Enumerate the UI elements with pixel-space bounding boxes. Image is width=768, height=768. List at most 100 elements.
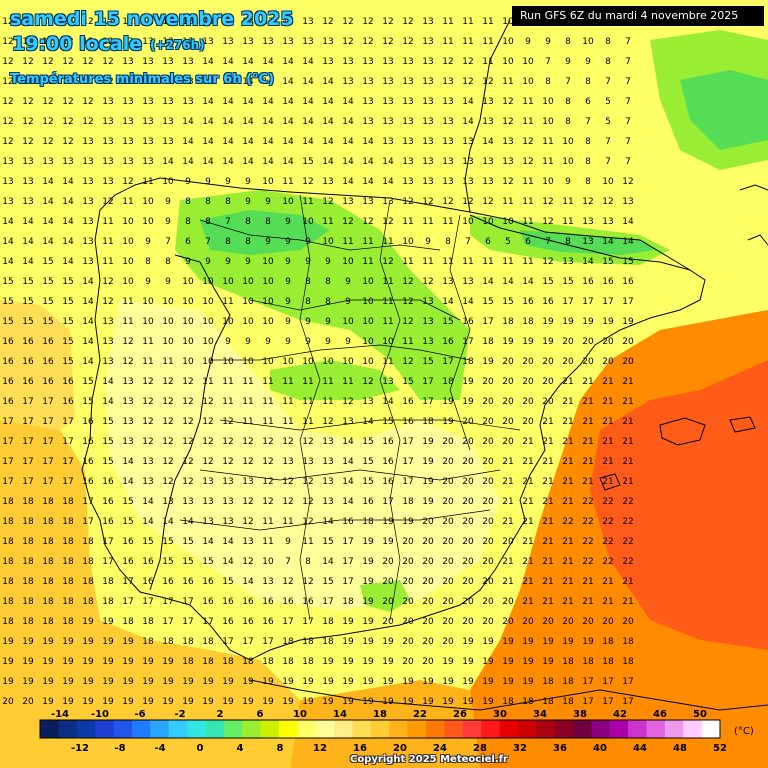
grid-value: 11: [382, 357, 393, 367]
grid-value: 18: [242, 657, 254, 667]
grid-value: 11: [462, 17, 473, 27]
grid-value: 11: [302, 197, 313, 207]
grid-value: 14: [42, 217, 54, 227]
grid-value: 11: [262, 517, 273, 527]
grid-value: 10: [242, 317, 254, 327]
grid-value: 8: [225, 237, 231, 247]
grid-value: 13: [402, 77, 413, 87]
grid-value: 6: [525, 237, 531, 247]
grid-value: 19: [542, 657, 554, 667]
grid-value: 13: [222, 477, 233, 487]
grid-value: 18: [62, 517, 74, 527]
grid-value: 18: [22, 577, 34, 587]
grid-value: 12: [22, 17, 33, 27]
grid-value: 8: [205, 197, 211, 207]
grid-value: 14: [302, 57, 314, 67]
grid-value: 17: [22, 417, 33, 427]
grid-value: 13: [82, 197, 93, 207]
legend-swatch: [462, 720, 482, 738]
grid-value: 13: [582, 237, 593, 247]
grid-value: 18: [502, 697, 514, 707]
grid-value: 11: [322, 397, 333, 407]
legend-swatch: [683, 720, 703, 738]
grid-value: 19: [342, 677, 354, 687]
region-lines-1: [179, 219, 521, 531]
grid-value: 13: [502, 137, 513, 147]
grid-value: 18: [2, 577, 14, 587]
grid-value: 10: [302, 357, 314, 367]
grid-value: 18: [42, 597, 54, 607]
grid-value: 20: [482, 537, 494, 547]
grid-value: 13: [462, 137, 473, 147]
grid-value: 10: [202, 277, 214, 287]
grid-value: 17: [602, 297, 613, 307]
grid-value: 9: [165, 197, 171, 207]
grid-value: 7: [625, 77, 631, 87]
grid-value: 16: [302, 597, 314, 607]
grid-value: 18: [602, 657, 614, 667]
grid-value: 13: [142, 137, 153, 147]
grid-value: 20: [402, 637, 414, 647]
grid-value: 9: [145, 277, 151, 287]
grid-value: 13: [562, 257, 573, 267]
grid-value: 14: [342, 137, 354, 147]
grid-value: 14: [82, 337, 94, 347]
grid-value: 11: [502, 197, 513, 207]
grid-value: 18: [182, 637, 194, 647]
grid-value: 6: [585, 97, 591, 107]
grid-value: 13: [402, 157, 413, 167]
grid-value: 14: [222, 537, 234, 547]
grid-value: 13: [382, 77, 393, 87]
grid-value: 8: [145, 257, 151, 267]
grid-value: 20: [402, 537, 414, 547]
grid-value: 11: [282, 517, 293, 527]
grid-value: 10: [262, 297, 274, 307]
grid-value: 20: [602, 357, 614, 367]
grid-value: 13: [82, 157, 93, 167]
grid-value: 20: [442, 537, 454, 547]
grid-value: 17: [482, 317, 493, 327]
grid-value: 18: [522, 317, 534, 327]
grid-value: 11: [122, 297, 133, 307]
grid-value: 18: [2, 597, 14, 607]
grid-value: 17: [582, 697, 593, 707]
grid-value: 14: [242, 137, 254, 147]
grid-value: 20: [582, 337, 594, 347]
grid-value: 12: [102, 57, 113, 67]
grid-value: 12: [222, 417, 233, 427]
grid-value: 12: [282, 477, 293, 487]
grid-value: 14: [362, 177, 374, 187]
grid-value: 15: [162, 557, 173, 567]
grid-value: 19: [362, 637, 374, 647]
grid-value: 21: [522, 597, 533, 607]
legend-swatch: [628, 720, 648, 738]
forecast-time: 19:00 locale: [12, 33, 143, 55]
grid-value: 13: [422, 97, 433, 107]
grid-value: 17: [2, 417, 13, 427]
grid-value: 11: [362, 257, 373, 267]
grid-value: 16: [462, 317, 474, 327]
legend-bottom-label: 24: [433, 743, 447, 754]
grid-value: 12: [2, 17, 13, 27]
grid-value: 19: [402, 677, 414, 687]
grid-value: 12: [42, 57, 53, 67]
grid-value: 14: [462, 297, 474, 307]
grid-value: 9: [285, 537, 291, 547]
legend-swatch: [242, 720, 262, 738]
legend-swatch: [150, 720, 170, 738]
legend-top-label: 42: [613, 709, 627, 720]
grid-value: 14: [182, 117, 194, 127]
grid-value: 22: [602, 537, 613, 547]
grid-value: 12: [342, 37, 353, 47]
grid-value: 18: [42, 577, 54, 587]
grid-value: 18: [142, 637, 154, 647]
grid-value: 7: [465, 237, 471, 247]
grid-value: 15: [482, 297, 493, 307]
grid-value: 17: [582, 297, 593, 307]
grid-value: 13: [342, 77, 353, 87]
grid-value: 19: [262, 697, 274, 707]
grid-value: 13: [282, 17, 293, 27]
grid-value: 8: [165, 257, 171, 267]
grid-value: 13: [462, 277, 473, 287]
grid-value: 14: [602, 237, 614, 247]
